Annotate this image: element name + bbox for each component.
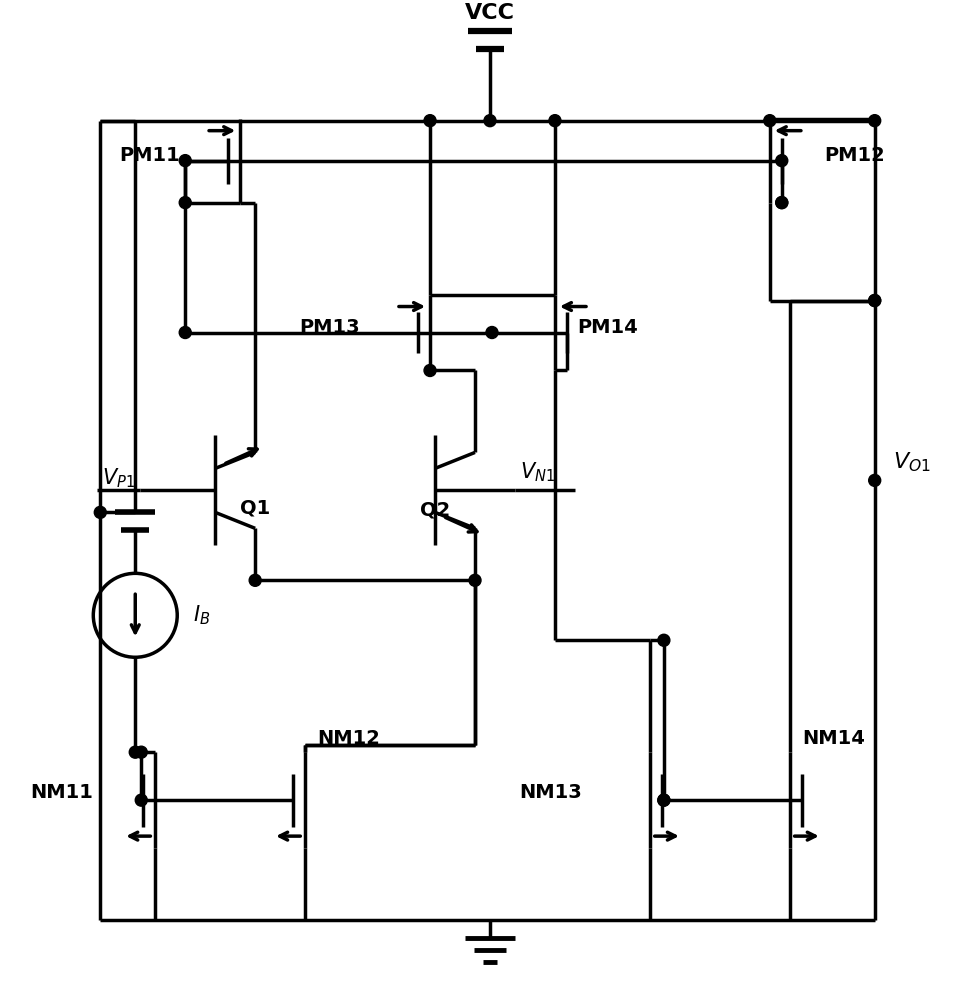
Circle shape bbox=[486, 327, 498, 339]
Circle shape bbox=[775, 197, 788, 209]
Circle shape bbox=[136, 746, 147, 758]
Text: PM14: PM14 bbox=[577, 318, 638, 337]
Circle shape bbox=[179, 197, 192, 209]
Circle shape bbox=[179, 155, 192, 167]
Text: PM12: PM12 bbox=[825, 146, 886, 165]
Circle shape bbox=[868, 295, 881, 307]
Circle shape bbox=[94, 506, 106, 518]
Circle shape bbox=[179, 327, 192, 339]
Text: NM12: NM12 bbox=[318, 729, 380, 748]
Text: Q1: Q1 bbox=[240, 499, 270, 518]
Text: PM11: PM11 bbox=[119, 146, 180, 165]
Circle shape bbox=[868, 295, 881, 307]
Circle shape bbox=[469, 574, 481, 586]
Circle shape bbox=[130, 746, 141, 758]
Text: NM11: NM11 bbox=[30, 783, 93, 802]
Circle shape bbox=[136, 794, 147, 806]
Circle shape bbox=[775, 155, 788, 167]
Circle shape bbox=[249, 574, 261, 586]
Circle shape bbox=[658, 634, 670, 646]
Text: VCC: VCC bbox=[465, 3, 515, 23]
Circle shape bbox=[424, 115, 436, 127]
Circle shape bbox=[764, 115, 775, 127]
Text: PM13: PM13 bbox=[299, 318, 360, 337]
Text: $I_B$: $I_B$ bbox=[194, 603, 210, 627]
Text: $V_{N1}$: $V_{N1}$ bbox=[520, 461, 555, 484]
Circle shape bbox=[868, 474, 881, 486]
Circle shape bbox=[658, 794, 670, 806]
Text: $V_{P1}$: $V_{P1}$ bbox=[103, 467, 136, 490]
Circle shape bbox=[424, 364, 436, 376]
Text: Q2: Q2 bbox=[420, 501, 450, 520]
Text: NM14: NM14 bbox=[802, 729, 864, 748]
Circle shape bbox=[868, 115, 881, 127]
Circle shape bbox=[484, 115, 496, 127]
Circle shape bbox=[658, 794, 670, 806]
Circle shape bbox=[775, 197, 788, 209]
Text: NM13: NM13 bbox=[519, 783, 582, 802]
Text: $V_{O1}$: $V_{O1}$ bbox=[892, 451, 930, 474]
Circle shape bbox=[549, 115, 560, 127]
